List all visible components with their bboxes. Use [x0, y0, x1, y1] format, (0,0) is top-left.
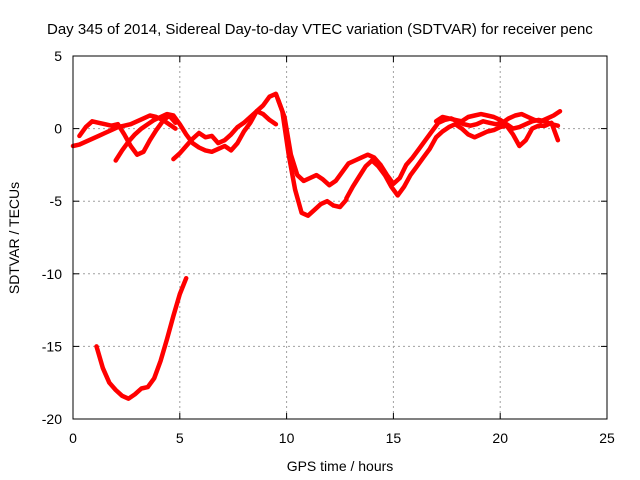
- y-tick-label: -15: [42, 338, 62, 354]
- series-track-c: [113, 108, 279, 163]
- x-tick-label: 10: [279, 430, 295, 446]
- series-track-b: [77, 113, 178, 157]
- series-layer: [70, 91, 563, 401]
- series-track-g: [433, 111, 561, 131]
- x-axis-label: GPS time / hours: [287, 458, 394, 474]
- axes: 0 5 10 15 20 25 5 0 -5 -10 -15 -20: [42, 48, 615, 446]
- x-tick-label: 5: [176, 430, 184, 446]
- y-tick-label: -20: [42, 411, 62, 427]
- series-low-branch: [94, 275, 189, 401]
- y-tick-label: 5: [54, 48, 62, 64]
- x-tick-label: 0: [69, 430, 77, 446]
- chart-title: Day 345 of 2014, Sidereal Day-to-day VTE…: [47, 21, 593, 38]
- y-tick-label: 0: [54, 121, 62, 137]
- y-tick-label: -5: [50, 193, 63, 209]
- x-tick-label: 25: [599, 430, 615, 446]
- y-tick-label: -10: [42, 266, 62, 282]
- y-axis-label: SDTVAR / TECUs: [6, 182, 22, 294]
- series-track-d: [171, 91, 349, 218]
- plot-frame: [72, 55, 608, 420]
- series-track-f: [344, 120, 561, 201]
- grid-lines: [73, 56, 607, 419]
- x-tick-label: 15: [386, 430, 402, 446]
- x-tick-label: 20: [492, 430, 508, 446]
- series-track-e: [275, 97, 563, 188]
